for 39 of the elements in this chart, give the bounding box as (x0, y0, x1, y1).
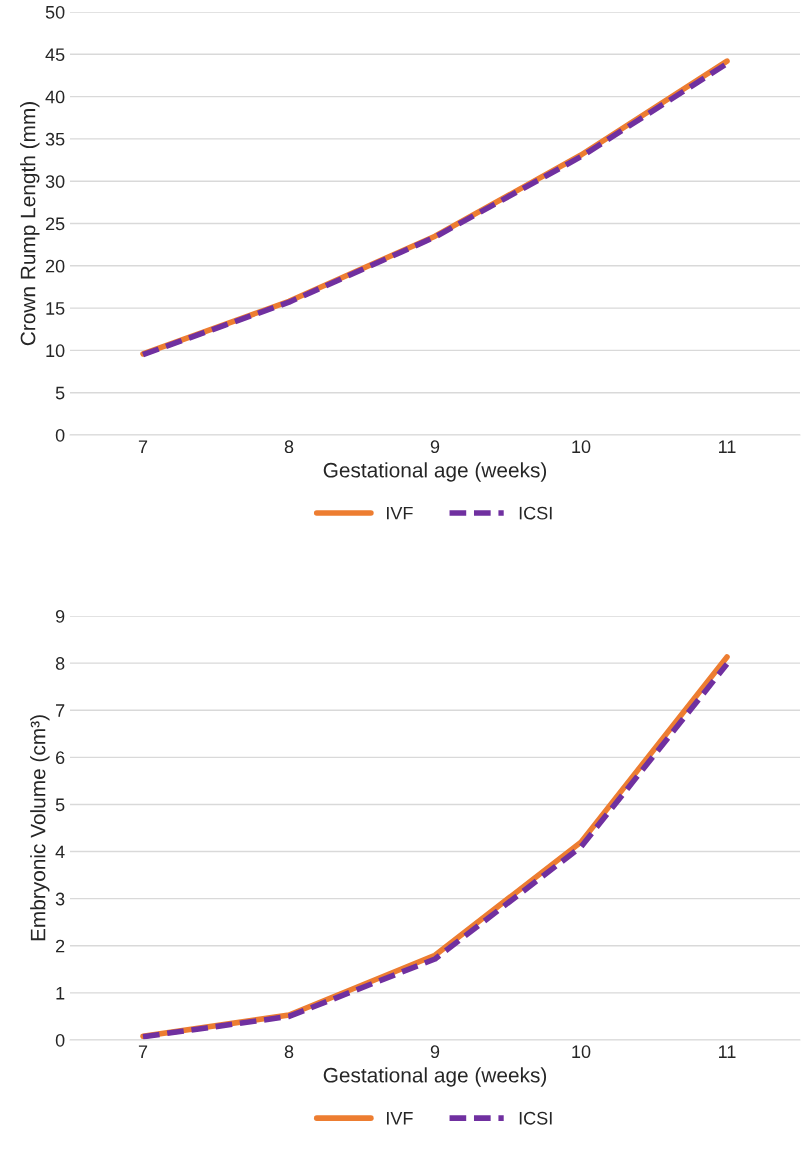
x-tick-label: 7 (138, 1045, 148, 1058)
y-axis-title: Crown Rump Length (mm) (20, 102, 40, 346)
x-axis-title: Gestational age (weeks) (323, 462, 547, 482)
y-tick-label: 1 (56, 987, 65, 1000)
y-tick-label: 7 (56, 704, 65, 717)
x-tick-label: 11 (719, 1045, 736, 1058)
x-tick-label: 7 (138, 440, 148, 453)
x-axis-title: Gestational age (weeks) (323, 1067, 547, 1087)
y-tick-label: 15 (46, 302, 65, 315)
y-tick-label: 0 (55, 1033, 65, 1047)
y-tick-label: 35 (45, 132, 65, 146)
legend-label: ICSI (519, 506, 552, 520)
y-tick-label: 5 (55, 386, 65, 400)
y-tick-label: 5 (55, 798, 65, 812)
y-tick-label: 50 (45, 5, 65, 19)
y-tick-label: 2 (56, 939, 65, 953)
x-tick-label: 8 (284, 1045, 294, 1059)
x-tick-label: 10 (572, 1045, 591, 1059)
legend-label: ICSI (519, 1111, 552, 1125)
x-tick-label: 9 (430, 1045, 440, 1059)
y-tick-label: 10 (46, 344, 65, 358)
y-axis-title: Embryonic Volume (cm³) (30, 715, 50, 941)
legend-label: IVF (387, 506, 413, 520)
y-tick-label: 25 (45, 217, 65, 231)
legend-label: IVF (387, 1112, 413, 1125)
y-tick-label: 40 (45, 90, 65, 104)
y-tick-label: 3 (55, 892, 65, 906)
y-tick-label: 9 (55, 609, 65, 623)
x-tick-label: 10 (572, 440, 591, 454)
x-tick-label: 9 (430, 440, 440, 454)
x-tick-label: 8 (284, 440, 294, 454)
y-tick-label: 20 (45, 259, 65, 273)
y-tick-label: 0 (55, 428, 65, 442)
y-tick-label: 8 (55, 657, 65, 670)
y-tick-label: 30 (45, 175, 65, 188)
y-tick-label: 6 (56, 751, 65, 765)
y-tick-label: 4 (55, 845, 65, 859)
x-tick-label: 11 (719, 440, 736, 453)
y-tick-label: 45 (45, 48, 65, 62)
